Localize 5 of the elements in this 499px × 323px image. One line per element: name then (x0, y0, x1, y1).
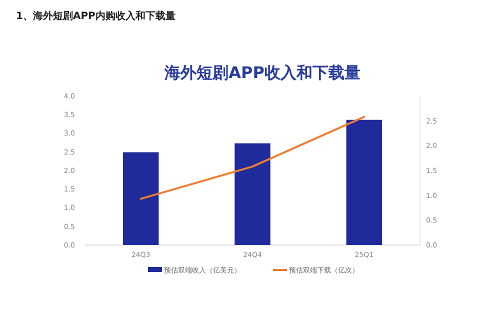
bar (346, 120, 382, 245)
bar (122, 152, 159, 245)
text: 1、海外短剧APP内购收入和下载量 (16, 10, 176, 22)
bar (234, 143, 270, 245)
chart-title: 海外短剧APP收入和下载量 (164, 63, 360, 82)
